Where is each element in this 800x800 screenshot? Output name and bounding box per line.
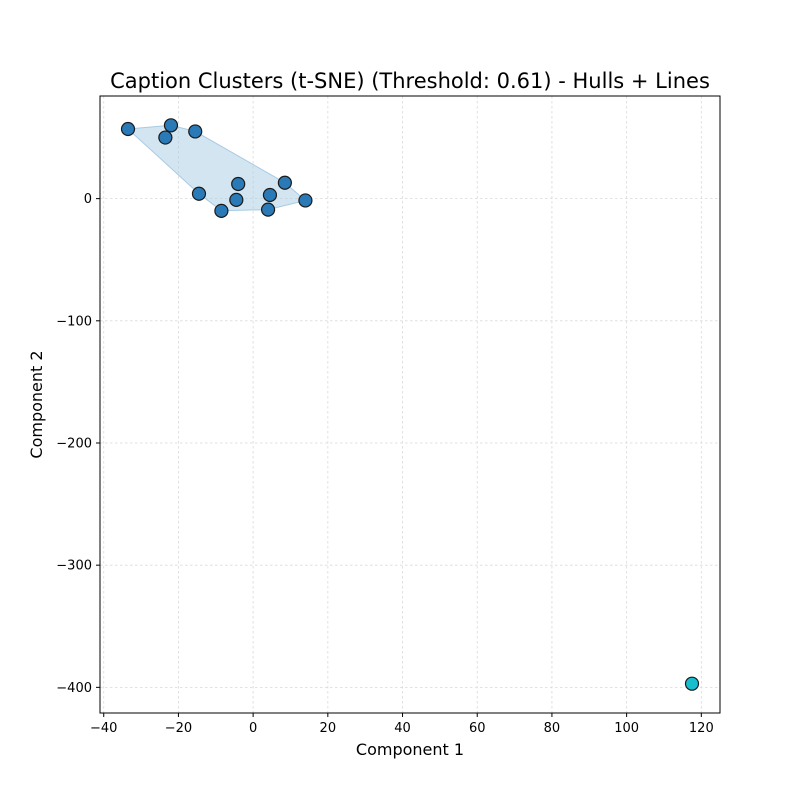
scatter-point <box>214 203 229 218</box>
y-tick-label: −100 <box>56 314 92 329</box>
y-tick-label: −400 <box>56 681 92 696</box>
scatter-point <box>158 130 173 145</box>
x-tick-label: 60 <box>469 721 486 736</box>
scatter-point <box>191 186 207 201</box>
scatter-point <box>120 121 136 137</box>
x-tick-label: 120 <box>689 721 714 736</box>
scatter-point <box>188 124 203 139</box>
scatter-point <box>231 176 246 192</box>
y-tick-label: −300 <box>56 559 92 574</box>
x-tick-label: −40 <box>90 721 117 736</box>
y-tick-label: 0 <box>84 192 92 207</box>
x-axis-label: Component 1 <box>356 740 464 759</box>
scatter-point <box>298 193 313 208</box>
scatter-point <box>260 202 276 217</box>
grid <box>100 96 720 713</box>
y-tick-label: −200 <box>56 436 92 451</box>
scatter-point <box>684 676 700 691</box>
x-tick-label: 0 <box>249 721 257 736</box>
scatter-point <box>262 187 278 203</box>
x-tick-label: 100 <box>614 721 639 736</box>
data-points <box>120 118 700 691</box>
x-tick-label: 20 <box>320 721 337 736</box>
scatter-point <box>277 175 292 190</box>
x-axis-ticks: −40 −20 0 20 40 60 80 100 120 <box>90 713 714 736</box>
cluster-hulls <box>126 124 307 212</box>
x-tick-label: −20 <box>165 721 192 736</box>
plot-frame <box>99 95 721 714</box>
x-tick-label: 40 <box>394 721 411 736</box>
y-axis-label: Component 2 <box>27 350 46 458</box>
cluster-hull <box>126 124 307 212</box>
chart-title: Caption Clusters (t-SNE) (Threshold: 0.6… <box>110 69 710 93</box>
x-tick-label: 80 <box>544 721 561 736</box>
y-axis-ticks: 0 −100 −200 −300 −400 <box>56 192 100 696</box>
scatter-point <box>229 192 244 207</box>
scatter-point <box>163 118 179 133</box>
